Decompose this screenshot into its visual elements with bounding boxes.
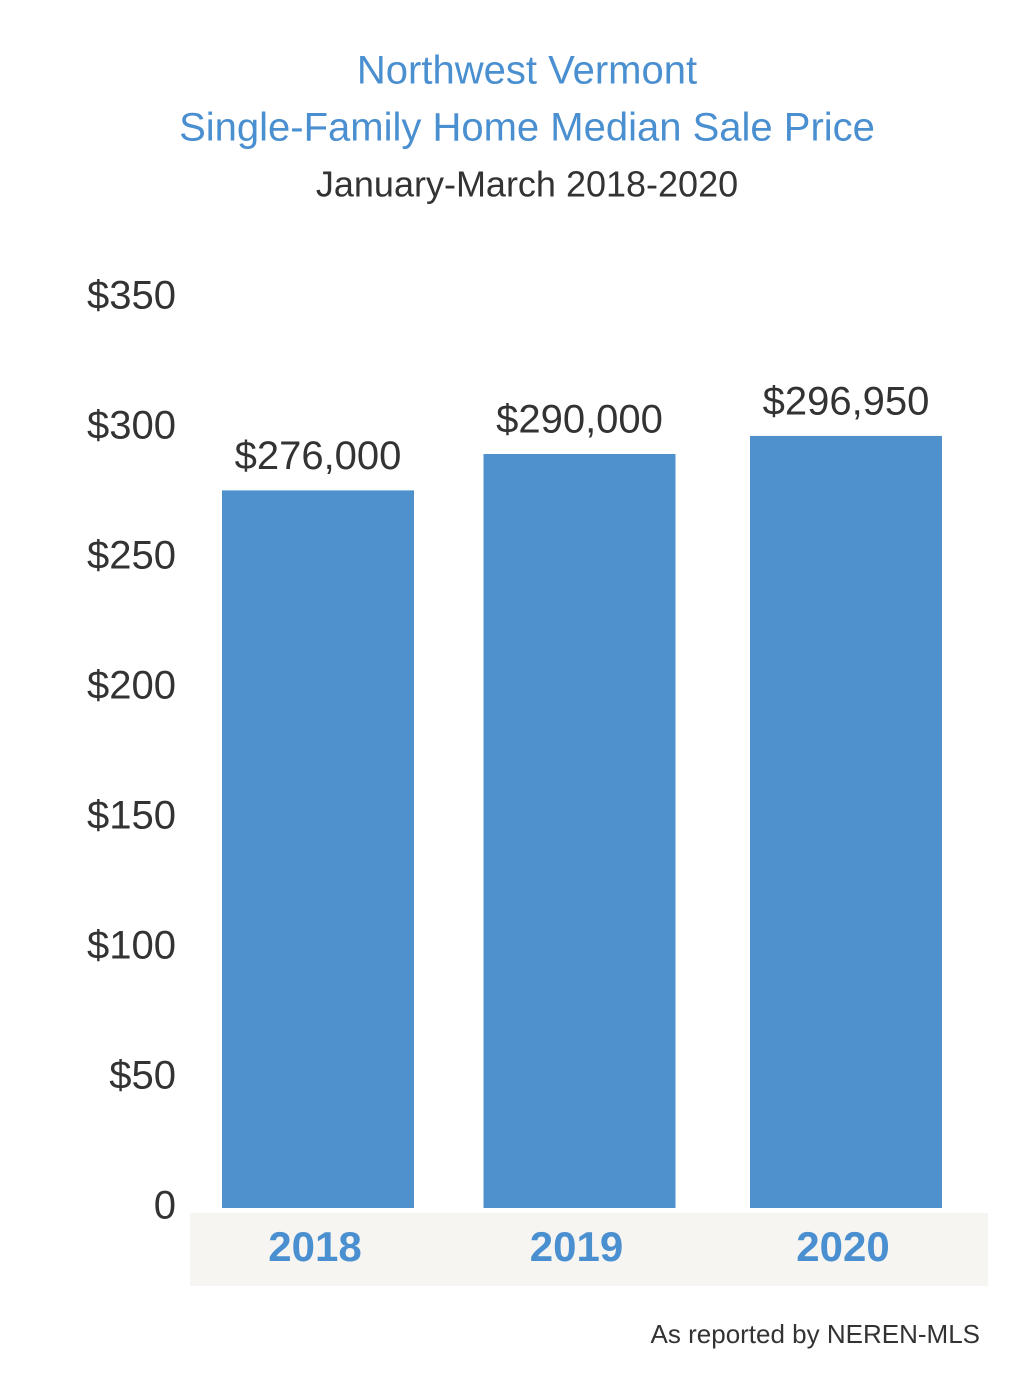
chart-title: Single-Family Home Median Sale Price (179, 106, 875, 150)
y-tick-label: $250 (87, 534, 176, 578)
y-tick-label: $100 (87, 924, 176, 968)
y-tick-label: $50 (109, 1054, 176, 1098)
y-tick-label: $150 (87, 794, 176, 838)
data-label: $290,000 (496, 398, 663, 442)
data-label: $296,950 (763, 379, 930, 423)
y-tick-label: $200 (87, 664, 176, 708)
bar (483, 454, 676, 1208)
chart-title: Northwest Vermont (357, 49, 697, 93)
category-band (190, 1213, 988, 1286)
bar (222, 490, 414, 1208)
y-tick-label: $300 (87, 404, 176, 448)
y-tick-label: $350 (87, 274, 176, 318)
chart-subtitle: January-March 2018-2020 (316, 164, 738, 205)
bar (750, 435, 942, 1208)
x-tick-label: 2019 (530, 1223, 623, 1270)
y-tick-label: 0 (154, 1184, 176, 1228)
x-tick-label: 2020 (796, 1223, 889, 1270)
x-tick-label: 2018 (268, 1223, 361, 1270)
source-note: As reported by NEREN-MLS (651, 1319, 980, 1349)
data-label: $276,000 (235, 434, 402, 478)
